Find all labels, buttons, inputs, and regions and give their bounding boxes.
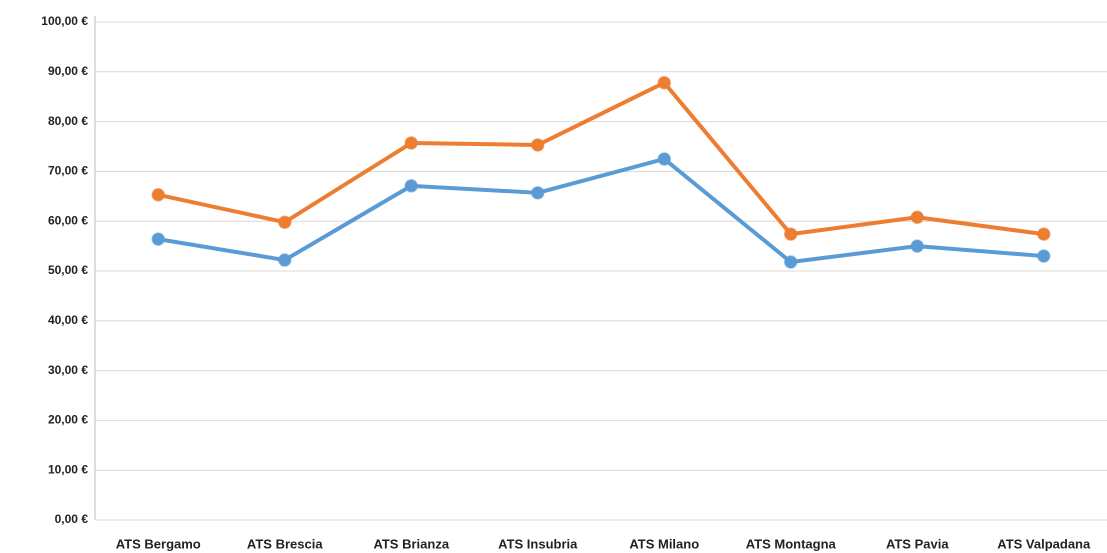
y-tick-label: 30,00 €: [48, 363, 88, 377]
x-tick-label: ATS Montagna: [746, 536, 837, 551]
x-tick-label: ATS Brescia: [247, 536, 323, 551]
x-tick-label: ATS Pavia: [886, 536, 949, 551]
data-point: [1037, 227, 1051, 241]
data-point: [784, 255, 798, 269]
y-tick-label: 70,00 €: [48, 164, 88, 178]
data-point: [531, 186, 545, 200]
y-tick-label: 50,00 €: [48, 263, 88, 277]
data-point: [531, 138, 545, 152]
x-tick-label: ATS Valpadana: [997, 536, 1091, 551]
y-tick-label: 20,00 €: [48, 413, 88, 427]
x-tick-label: ATS Milano: [629, 536, 699, 551]
series-line: [157, 80, 1045, 237]
series-line: [157, 156, 1044, 265]
x-tick-label: ATS Bergamo: [116, 536, 201, 551]
data-point: [910, 210, 924, 224]
y-tick-label: 90,00 €: [48, 64, 88, 78]
data-point: [404, 179, 418, 193]
y-tick-label: 100,00 €: [41, 14, 88, 28]
y-tick-label: 10,00 €: [48, 462, 88, 476]
y-tick-label: 60,00 €: [48, 213, 88, 227]
data-point: [657, 76, 671, 90]
data-point: [151, 188, 165, 202]
y-tick-label: 40,00 €: [48, 313, 88, 327]
y-tick-label: 0,00 €: [55, 512, 89, 526]
data-point: [151, 232, 165, 246]
data-point: [784, 227, 798, 241]
x-tick-label: ATS Insubria: [498, 536, 578, 551]
data-point: [278, 215, 292, 229]
data-point: [657, 152, 671, 166]
data-point: [278, 253, 292, 267]
data-point: [1037, 249, 1051, 263]
data-point: [910, 239, 924, 253]
data-point: [404, 136, 418, 150]
x-tick-label: ATS Brianza: [373, 536, 449, 551]
y-tick-label: 80,00 €: [48, 114, 88, 128]
